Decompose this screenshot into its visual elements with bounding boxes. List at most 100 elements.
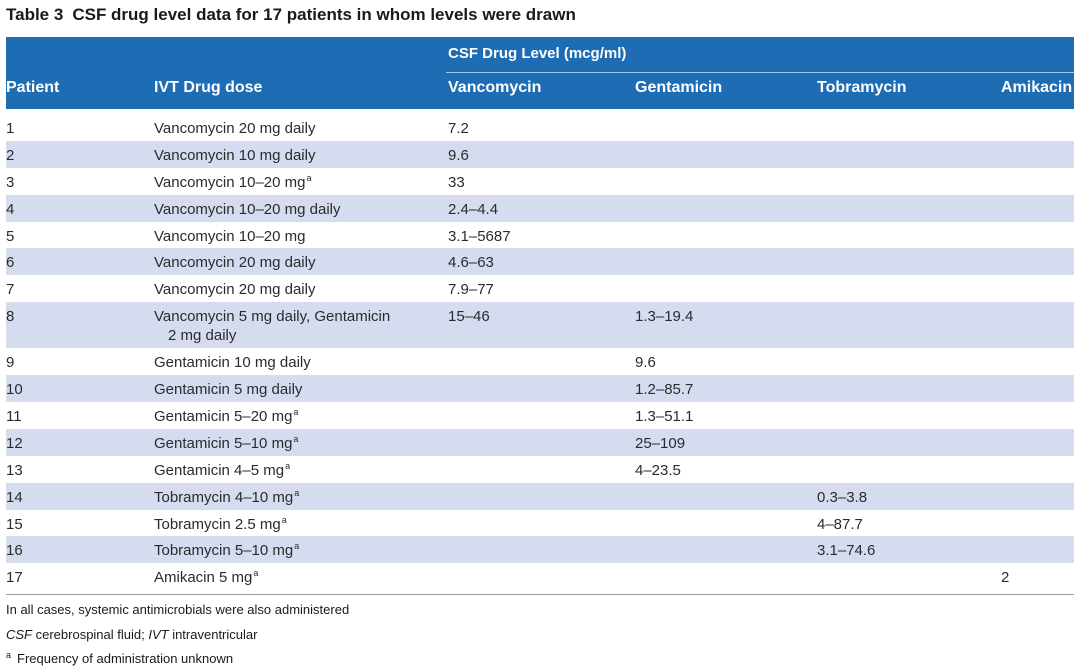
cell-dose: Tobramycin 5–10 mga	[154, 541, 299, 560]
dose-text: Gentamicin 4–5 mg	[154, 461, 285, 479]
dose-text: Tobramycin 2.5 mg	[154, 515, 281, 533]
cell-patient: 9	[6, 354, 15, 372]
table-row: 4 Vancomycin 10–20 mg daily 2.4–4.4	[6, 194, 1074, 222]
abbr-ivt: IVT	[148, 627, 169, 642]
dose-text: Gentamicin 10 mg daily	[154, 354, 311, 372]
cell-dose: Gentamicin 5 mg daily	[154, 380, 302, 399]
cell-dose: Gentamicin 5–10 mga	[154, 434, 298, 453]
col-header-patient: Patient	[6, 79, 60, 96]
footnote-marker: a	[294, 487, 300, 498]
col-header-gentamicin: Gentamicin	[635, 79, 723, 96]
abbr-csf: CSF	[6, 627, 32, 642]
cell-patient: 14	[6, 488, 23, 506]
cell-dose: Vancomycin 5 mg daily, Gentamicin 2 mg da…	[154, 307, 390, 345]
table-row: 7 Vancomycin 20 mg daily 7.9–77	[6, 275, 1074, 302]
cell-vancomycin: 9.6	[448, 146, 469, 164]
dose-text: Vancomycin 20 mg daily	[154, 254, 316, 272]
footnote-abbreviations: CSF cerebrospinal fluid; IVT intraventri…	[6, 627, 257, 642]
dose-text: Vancomycin 10–20 mg	[154, 173, 306, 191]
dose-text-continued: 2 mg daily	[168, 327, 237, 345]
table-row: 2 Vancomycin 10 mg daily 9.6	[6, 140, 1074, 168]
cell-patient: 16	[6, 542, 23, 560]
footnote-a-mark: a	[6, 650, 12, 660]
dose-text: Gentamicin 5 mg daily	[154, 381, 303, 399]
cell-dose: Vancomycin 20 mg daily	[154, 119, 315, 138]
table-row: 8 Vancomycin 5 mg daily, Gentamicin 2 mg d…	[6, 302, 1074, 349]
cell-vancomycin: 7.9–77	[448, 281, 494, 299]
dose-text: Tobramycin 5–10 mg	[154, 542, 294, 560]
col-header-amikacin: Amikacin	[1001, 79, 1073, 96]
cell-patient: 1	[6, 120, 15, 137]
cell-dose: Tobramycin 2.5 mga	[154, 515, 287, 534]
cell-dose: Vancomycin 10–20 mg daily	[154, 200, 341, 219]
table-row: 10 Gentamicin 5 mg daily 1.2–85.7	[6, 375, 1074, 403]
dose-text: Vancomycin 5 mg daily, Gentamicin	[154, 308, 391, 326]
cell-dose: Vancomycin 10 mg daily	[154, 146, 315, 165]
cell-dose: Gentamicin 5–20 mga	[154, 407, 298, 426]
cell-patient: 7	[6, 281, 15, 299]
table-body: 1 Vancomycin 20 mg daily 7.2 2 Vancomycin 10…	[6, 114, 1074, 590]
cell-dose: Gentamicin 4–5 mga	[154, 461, 290, 480]
table-caption: Table 3 CSF drug level data for 17 patien…	[6, 5, 576, 25]
cell-patient: 12	[6, 434, 23, 452]
col-header-vancomycin: Vancomycin	[448, 79, 542, 96]
table-row: 9 Gentamicin 10 mg daily 9.6	[6, 348, 1074, 375]
footnote-marker: a	[306, 172, 312, 183]
table-row: 12 Gentamicin 5–10 mga 25–109	[6, 428, 1074, 456]
cell-gentamicin: 9.6	[635, 354, 656, 372]
footnote-marker: a	[281, 514, 287, 525]
footnote-a: a Frequency of administration unknown	[6, 650, 234, 667]
table-label: Table 3	[6, 5, 64, 24]
cell-tobramycin: 3.1–74.6	[817, 542, 876, 560]
table-row: 1 Vancomycin 20 mg daily 7.2	[6, 114, 1074, 141]
cell-gentamicin: 1.3–19.4	[635, 308, 694, 326]
cell-dose: Vancomycin 20 mg daily	[154, 280, 315, 299]
col-header-dose: IVT Drug dose	[154, 79, 263, 96]
table-row: 6 Vancomycin 20 mg daily 4.6–63	[6, 248, 1074, 276]
cell-vancomycin: 3.1–5687	[448, 227, 511, 245]
cell-vancomycin: 15–46	[448, 308, 490, 326]
cell-gentamicin: 1.2–85.7	[635, 381, 694, 399]
table-row: 11 Gentamicin 5–20 mga 1.3–51.1	[6, 402, 1074, 429]
cell-patient: 8	[6, 308, 15, 326]
cell-dose: Gentamicin 10 mg daily	[154, 353, 311, 372]
table-header: CSF Drug Level (mcg/ml) Patient IVT Drug…	[6, 37, 1074, 109]
dose-text: Vancomycin 20 mg daily	[154, 120, 316, 137]
cell-dose: Vancomycin 10–20 mga	[154, 173, 312, 192]
dose-text: Tobramycin 4–10 mg	[154, 488, 294, 506]
cell-dose: Vancomycin 10–20 mg	[154, 227, 305, 246]
table-row: 13 Gentamicin 4–5 mga 4–23.5	[6, 456, 1074, 483]
dose-text: Vancomycin 10 mg daily	[154, 146, 316, 164]
cell-tobramycin: 4–87.7	[817, 515, 863, 533]
cell-dose: Amikacin 5 mga	[154, 568, 258, 587]
dose-text: Gentamicin 5–20 mg	[154, 408, 293, 426]
footnote-systemic: In all cases, systemic antimicrobials we…	[6, 602, 350, 617]
footnote-a-text: Frequency of administration unknown	[17, 651, 234, 666]
cell-patient: 2	[6, 146, 15, 164]
cell-gentamicin: 25–109	[635, 434, 686, 452]
abbr-ivt-text: intraventricular	[168, 627, 258, 642]
table-row: 14 Tobramycin 4–10 mga 0.3–3.8	[6, 482, 1074, 510]
footnote-marker: a	[253, 568, 259, 579]
dose-text: Amikacin 5 mg	[154, 569, 253, 587]
table-row: 5 Vancomycin 10–20 mg 3.1–5687	[6, 222, 1074, 249]
cell-vancomycin: 33	[448, 173, 465, 191]
table-title: CSF drug level data for 17 patients in w…	[72, 5, 576, 24]
footnote-marker: a	[294, 541, 300, 552]
cell-patient: 13	[6, 461, 23, 479]
csf-drug-level-span-header: CSF Drug Level (mcg/ml)	[448, 45, 627, 62]
abbr-csf-text: cerebrospinal fluid;	[32, 627, 149, 642]
footnote-marker: a	[285, 460, 291, 471]
cell-patient: 11	[6, 408, 22, 426]
cell-patient: 4	[6, 200, 15, 218]
cell-gentamicin: 1.3–51.1	[635, 408, 694, 426]
table-row: 17 Amikacin 5 mga 2	[6, 563, 1074, 590]
cell-vancomycin: 4.6–63	[448, 254, 494, 272]
cell-patient: 3	[6, 173, 15, 191]
footnote-marker: a	[293, 433, 299, 444]
col-header-tobramycin: Tobramycin	[817, 79, 907, 96]
cell-tobramycin: 0.3–3.8	[817, 488, 868, 506]
dose-text: Gentamicin 5–10 mg	[154, 434, 293, 452]
cell-patient: 10	[6, 381, 23, 399]
cell-vancomycin: 7.2	[448, 120, 469, 137]
